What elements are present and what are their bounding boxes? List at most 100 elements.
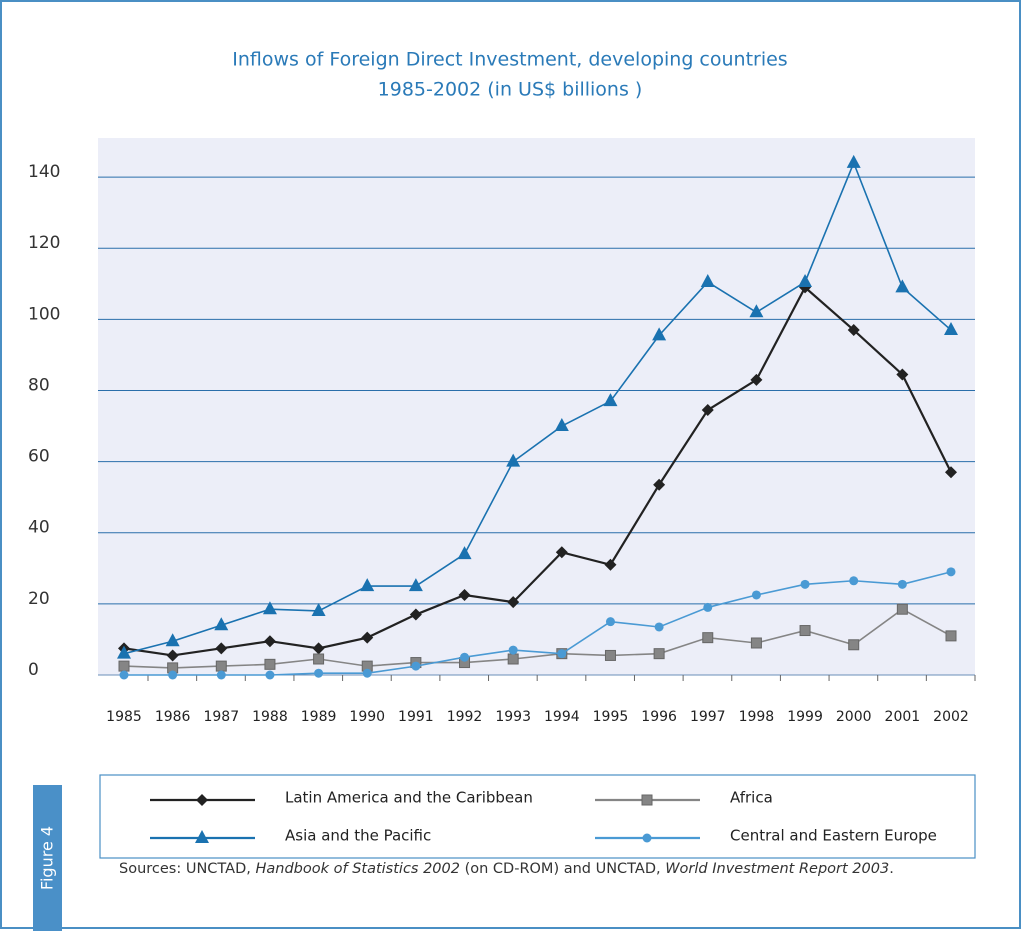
marker bbox=[460, 652, 470, 662]
legend-box bbox=[99, 774, 976, 859]
legend-label: Asia and the Pacific bbox=[285, 827, 431, 845]
source-note: Sources: UNCTAD, Handbook of Statistics … bbox=[119, 861, 894, 877]
marker bbox=[703, 602, 713, 612]
marker bbox=[751, 590, 761, 600]
marker bbox=[508, 645, 518, 655]
marker bbox=[604, 649, 616, 661]
marker bbox=[895, 279, 910, 293]
marker bbox=[897, 579, 907, 589]
legend-label: Latin America and the Caribbean bbox=[285, 789, 533, 807]
x-tick-label: 1988 bbox=[252, 709, 288, 725]
marker bbox=[847, 324, 860, 337]
marker bbox=[701, 404, 714, 417]
marker bbox=[216, 670, 226, 680]
marker bbox=[312, 642, 325, 655]
marker bbox=[946, 567, 956, 577]
marker bbox=[119, 670, 129, 680]
marker bbox=[557, 649, 567, 659]
marker bbox=[263, 635, 276, 648]
marker bbox=[458, 588, 471, 601]
series-line bbox=[123, 285, 952, 657]
marker bbox=[944, 322, 958, 336]
marker bbox=[604, 558, 617, 571]
y-tick-label: 40 bbox=[28, 518, 50, 538]
marker bbox=[314, 668, 324, 678]
marker bbox=[457, 546, 472, 560]
y-tick-label: 120 bbox=[28, 233, 60, 253]
marker bbox=[262, 601, 277, 615]
x-tick-label: 1999 bbox=[787, 709, 823, 725]
marker bbox=[800, 579, 810, 589]
legend-label: Africa bbox=[730, 789, 773, 807]
marker bbox=[642, 833, 652, 843]
x-tick-label: 2001 bbox=[885, 709, 921, 725]
marker bbox=[603, 393, 618, 407]
marker bbox=[555, 546, 568, 559]
marker bbox=[749, 304, 764, 318]
y-tick-label: 140 bbox=[28, 162, 60, 182]
marker bbox=[214, 617, 229, 631]
source-part: . bbox=[889, 861, 894, 877]
marker bbox=[166, 649, 179, 662]
marker bbox=[196, 794, 208, 806]
marker bbox=[264, 658, 276, 670]
marker bbox=[798, 274, 813, 288]
y-tick-label: 20 bbox=[28, 589, 50, 609]
marker bbox=[896, 603, 908, 615]
marker bbox=[409, 608, 422, 621]
marker bbox=[652, 327, 667, 341]
marker bbox=[945, 466, 957, 479]
marker bbox=[311, 602, 326, 616]
x-tick-label: 1994 bbox=[544, 709, 580, 725]
x-tick-label: 2002 bbox=[933, 709, 969, 725]
marker bbox=[195, 830, 209, 843]
legend-label: Central and Eastern Europe bbox=[730, 827, 937, 845]
series-line bbox=[123, 608, 952, 669]
marker bbox=[896, 368, 909, 381]
marker bbox=[846, 154, 861, 168]
series-line bbox=[123, 160, 952, 655]
marker bbox=[702, 632, 714, 644]
figure-tab bbox=[33, 785, 62, 931]
series-line bbox=[124, 571, 952, 676]
x-tick-label: 2000 bbox=[836, 709, 872, 725]
y-tick-label: 100 bbox=[28, 304, 60, 324]
chart-title: Inflows of Foreign Direct Investment, de… bbox=[232, 49, 787, 71]
marker bbox=[215, 660, 227, 672]
marker bbox=[265, 670, 275, 680]
marker bbox=[945, 630, 957, 642]
marker bbox=[117, 645, 131, 659]
x-tick-label: 1998 bbox=[739, 709, 775, 725]
marker bbox=[362, 668, 372, 678]
marker bbox=[554, 418, 569, 432]
y-tick-label: 60 bbox=[28, 447, 50, 467]
marker bbox=[641, 794, 653, 806]
marker bbox=[848, 639, 860, 651]
marker bbox=[506, 453, 521, 467]
y-tick-label: 0 bbox=[28, 660, 39, 680]
source-part: (on CD-ROM) and UNCTAD, bbox=[460, 861, 665, 877]
x-tick-label: 1990 bbox=[349, 709, 385, 725]
plot-area bbox=[98, 138, 975, 675]
source-part: Handbook of Statistics 2002 bbox=[255, 861, 460, 877]
marker bbox=[411, 661, 421, 671]
source-part: World Investment Report 2003 bbox=[665, 861, 889, 877]
marker bbox=[507, 653, 519, 665]
x-tick-label: 1996 bbox=[641, 709, 677, 725]
marker bbox=[408, 578, 423, 592]
marker bbox=[750, 637, 762, 649]
x-tick-label: 1985 bbox=[106, 709, 142, 725]
marker bbox=[507, 596, 520, 609]
marker bbox=[653, 478, 666, 491]
marker bbox=[799, 625, 811, 637]
marker bbox=[700, 274, 715, 288]
chart-subtitle: 1985-2002 (in US$ billions ) bbox=[378, 79, 643, 101]
x-tick-label: 1986 bbox=[155, 709, 191, 725]
figure-label: Figure 4 bbox=[38, 826, 57, 890]
x-tick-label: 1997 bbox=[690, 709, 726, 725]
marker bbox=[361, 631, 374, 644]
x-tick-label: 1993 bbox=[495, 709, 531, 725]
marker bbox=[605, 617, 615, 627]
marker bbox=[360, 578, 375, 592]
